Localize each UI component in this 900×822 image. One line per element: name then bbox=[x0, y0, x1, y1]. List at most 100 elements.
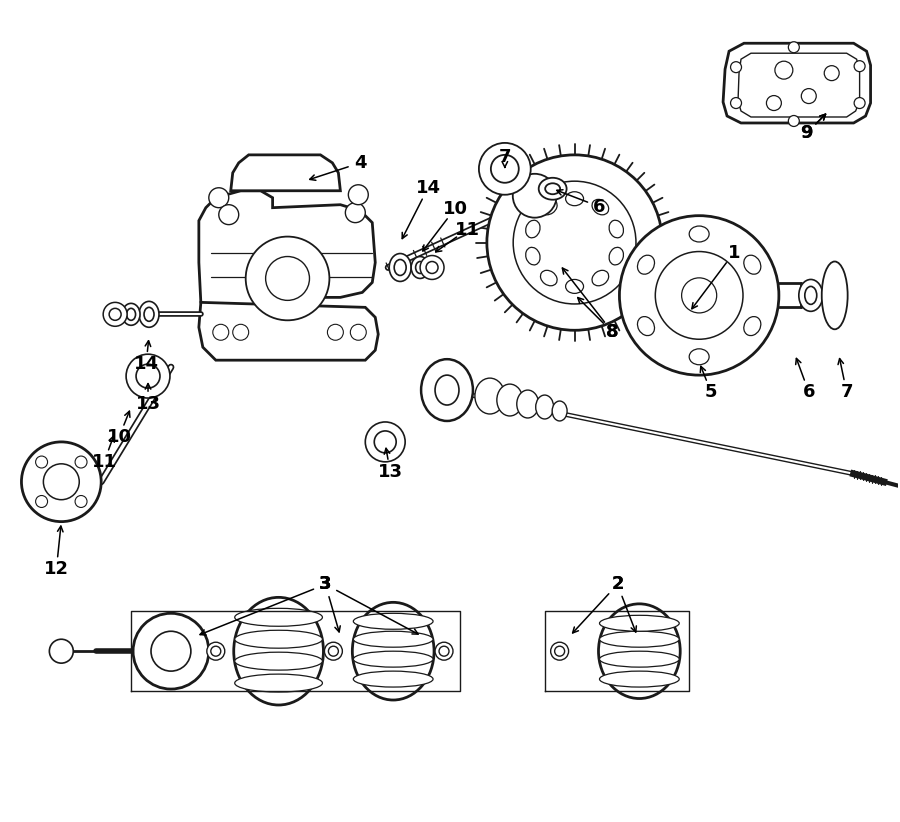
Ellipse shape bbox=[421, 359, 473, 421]
Circle shape bbox=[801, 89, 816, 104]
Ellipse shape bbox=[140, 302, 159, 327]
Circle shape bbox=[36, 456, 48, 468]
Ellipse shape bbox=[517, 390, 539, 418]
Ellipse shape bbox=[541, 270, 557, 286]
Text: 7: 7 bbox=[841, 383, 853, 401]
Ellipse shape bbox=[799, 279, 823, 312]
Ellipse shape bbox=[234, 598, 323, 705]
Ellipse shape bbox=[541, 200, 557, 215]
Text: 8: 8 bbox=[606, 323, 619, 341]
Text: 9: 9 bbox=[800, 124, 813, 142]
Circle shape bbox=[854, 98, 865, 109]
Ellipse shape bbox=[389, 253, 411, 281]
Text: 14: 14 bbox=[416, 178, 441, 196]
Ellipse shape bbox=[743, 255, 760, 275]
Ellipse shape bbox=[805, 286, 817, 304]
Circle shape bbox=[491, 155, 518, 182]
Ellipse shape bbox=[235, 608, 322, 626]
Circle shape bbox=[219, 205, 238, 224]
Ellipse shape bbox=[497, 384, 523, 416]
Ellipse shape bbox=[235, 630, 322, 649]
Circle shape bbox=[435, 642, 453, 660]
Circle shape bbox=[767, 95, 781, 110]
Polygon shape bbox=[723, 44, 870, 123]
Circle shape bbox=[109, 308, 122, 321]
Circle shape bbox=[126, 354, 170, 398]
Ellipse shape bbox=[354, 613, 433, 630]
Circle shape bbox=[246, 237, 329, 321]
Circle shape bbox=[348, 185, 368, 205]
Text: 3: 3 bbox=[320, 575, 332, 593]
Ellipse shape bbox=[637, 255, 654, 275]
Circle shape bbox=[731, 98, 742, 109]
Ellipse shape bbox=[592, 200, 608, 215]
Ellipse shape bbox=[822, 261, 848, 330]
Ellipse shape bbox=[598, 604, 680, 699]
Ellipse shape bbox=[127, 308, 136, 321]
Polygon shape bbox=[230, 155, 340, 191]
Ellipse shape bbox=[352, 603, 434, 700]
Circle shape bbox=[788, 116, 799, 127]
Circle shape bbox=[75, 456, 87, 468]
Circle shape bbox=[681, 278, 716, 313]
Polygon shape bbox=[199, 191, 375, 327]
Ellipse shape bbox=[565, 279, 583, 293]
Circle shape bbox=[324, 642, 342, 660]
Polygon shape bbox=[199, 302, 378, 360]
Text: 3: 3 bbox=[320, 575, 332, 593]
Ellipse shape bbox=[122, 303, 140, 326]
Circle shape bbox=[209, 187, 229, 208]
Text: 13: 13 bbox=[378, 463, 402, 481]
Ellipse shape bbox=[689, 349, 709, 365]
Text: 14: 14 bbox=[133, 355, 158, 373]
Ellipse shape bbox=[354, 671, 433, 687]
Circle shape bbox=[22, 442, 101, 522]
Ellipse shape bbox=[411, 256, 429, 279]
Circle shape bbox=[36, 496, 48, 507]
Text: 2: 2 bbox=[611, 575, 624, 593]
Ellipse shape bbox=[565, 192, 583, 206]
Ellipse shape bbox=[823, 279, 847, 312]
Circle shape bbox=[211, 646, 220, 656]
Ellipse shape bbox=[599, 616, 680, 631]
Ellipse shape bbox=[637, 316, 654, 335]
Text: 12: 12 bbox=[44, 561, 68, 579]
Circle shape bbox=[133, 613, 209, 689]
Circle shape bbox=[136, 364, 160, 388]
Text: 11: 11 bbox=[92, 453, 117, 471]
Ellipse shape bbox=[539, 178, 567, 200]
Circle shape bbox=[104, 302, 127, 326]
Text: 6: 6 bbox=[803, 383, 815, 401]
Circle shape bbox=[43, 464, 79, 500]
Circle shape bbox=[487, 155, 662, 330]
Circle shape bbox=[775, 61, 793, 79]
Ellipse shape bbox=[144, 307, 154, 321]
Circle shape bbox=[788, 42, 799, 53]
Circle shape bbox=[212, 325, 229, 340]
Circle shape bbox=[151, 631, 191, 671]
Ellipse shape bbox=[553, 401, 567, 421]
Circle shape bbox=[346, 203, 365, 223]
Circle shape bbox=[365, 422, 405, 462]
Text: 4: 4 bbox=[354, 154, 366, 172]
Circle shape bbox=[207, 642, 225, 660]
Ellipse shape bbox=[609, 220, 624, 238]
Circle shape bbox=[426, 261, 438, 274]
Circle shape bbox=[233, 325, 248, 340]
Circle shape bbox=[350, 325, 366, 340]
Circle shape bbox=[655, 252, 743, 339]
Text: 7: 7 bbox=[499, 148, 511, 166]
Ellipse shape bbox=[829, 286, 841, 304]
Circle shape bbox=[854, 61, 865, 72]
Circle shape bbox=[266, 256, 310, 300]
Circle shape bbox=[619, 215, 778, 375]
Ellipse shape bbox=[599, 671, 680, 687]
Polygon shape bbox=[738, 53, 860, 117]
Ellipse shape bbox=[354, 651, 433, 667]
Circle shape bbox=[374, 431, 396, 453]
Ellipse shape bbox=[526, 220, 540, 238]
Ellipse shape bbox=[599, 651, 680, 667]
Circle shape bbox=[439, 646, 449, 656]
Text: 9: 9 bbox=[800, 124, 813, 142]
Circle shape bbox=[824, 66, 839, 81]
